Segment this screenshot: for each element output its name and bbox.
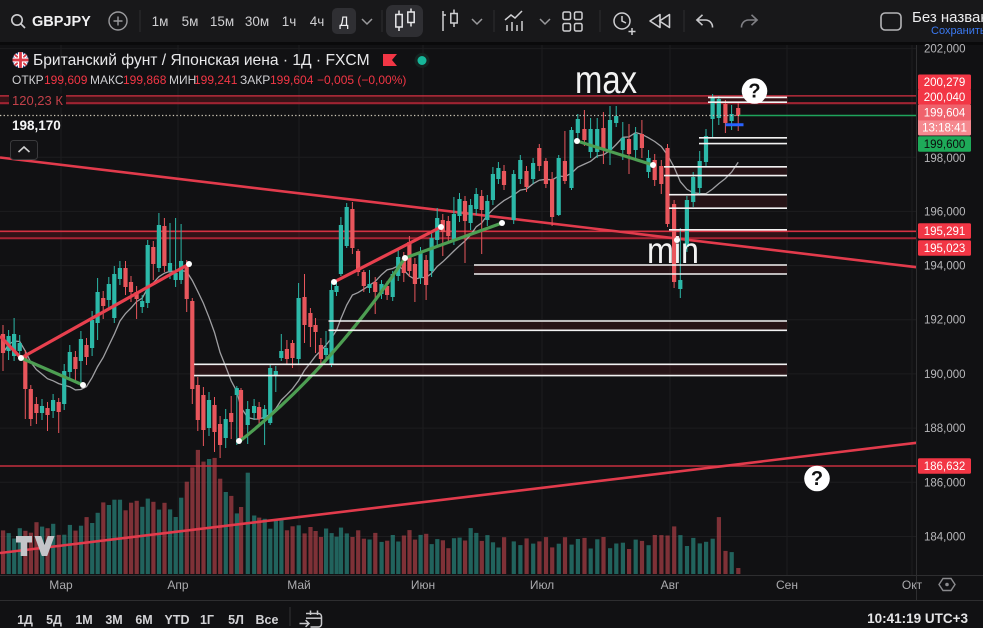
svg-text:МАКС: МАКС: [90, 73, 124, 87]
svg-text:Все: Все: [256, 613, 279, 627]
svg-text:15м: 15м: [210, 14, 234, 29]
svg-text:Сен: Сен: [776, 578, 798, 592]
svg-text:min: min: [647, 230, 699, 271]
svg-text:196,000: 196,000: [924, 206, 966, 218]
svg-text:1Г: 1Г: [200, 613, 214, 627]
svg-text:5м: 5м: [182, 14, 199, 29]
svg-text:4ч: 4ч: [310, 14, 325, 29]
svg-text:Окт: Окт: [902, 578, 923, 592]
svg-text:200,040: 200,040: [924, 92, 966, 104]
svg-text:199,604: 199,604: [270, 73, 314, 87]
svg-text:120,23 К: 120,23 К: [12, 93, 63, 108]
svg-text:200,279: 200,279: [924, 77, 966, 89]
svg-text:1М: 1М: [75, 613, 92, 627]
svg-text:195,023: 195,023: [924, 243, 966, 255]
svg-text:GBPJPY: GBPJPY: [32, 14, 91, 30]
svg-text:ЗАКР: ЗАКР: [240, 73, 270, 87]
svg-text:Июн: Июн: [411, 578, 435, 592]
svg-text:−0,005 (−0,00%): −0,005 (−0,00%): [317, 73, 406, 87]
svg-text:Май: Май: [287, 578, 311, 592]
svg-text:30м: 30м: [245, 14, 269, 29]
svg-text:199,604: 199,604: [924, 108, 966, 120]
svg-text:13:18:41: 13:18:41: [922, 123, 967, 135]
svg-text:198,000: 198,000: [924, 153, 966, 165]
svg-text:Апр: Апр: [167, 578, 189, 592]
svg-text:5Л: 5Л: [228, 613, 244, 627]
svg-text:1Д: 1Д: [17, 613, 33, 627]
svg-text:Июл: Июл: [530, 578, 554, 592]
svg-text:198,170: 198,170: [12, 118, 61, 133]
svg-text:199,868: 199,868: [123, 73, 167, 87]
svg-text:Без названия: Без названия: [912, 9, 983, 26]
svg-text:186,000: 186,000: [924, 477, 966, 489]
svg-text:Сохранить: Сохранить: [931, 25, 983, 37]
svg-text:6М: 6М: [135, 613, 152, 627]
svg-text:202,000: 202,000: [924, 44, 966, 56]
svg-text:188,000: 188,000: [924, 423, 966, 435]
svg-text:199,600: 199,600: [924, 139, 966, 151]
svg-text:184,000: 184,000: [924, 532, 966, 544]
svg-text:Мар: Мар: [49, 578, 73, 592]
svg-text:5Д: 5Д: [46, 613, 62, 627]
svg-text:192,000: 192,000: [924, 315, 966, 327]
svg-text:Авг: Авг: [661, 578, 680, 592]
svg-text:10:41:19 UTC+3: 10:41:19 UTC+3: [867, 611, 968, 626]
svg-text:1ч: 1ч: [282, 14, 297, 29]
svg-text:Британский фунт / Японская иен: Британский фунт / Японская иена · 1Д · F…: [33, 52, 370, 69]
svg-text:199,241: 199,241: [194, 73, 238, 87]
svg-text:Д: Д: [339, 14, 348, 29]
svg-text:194,000: 194,000: [924, 261, 966, 273]
svg-text:?: ?: [811, 468, 823, 490]
svg-text:1м: 1м: [152, 14, 169, 29]
svg-text:?: ?: [748, 81, 760, 103]
svg-text:max: max: [575, 59, 637, 102]
svg-text:ОТКР: ОТКР: [12, 73, 44, 87]
svg-text:186,632: 186,632: [924, 461, 966, 473]
svg-text:YTD: YTD: [165, 613, 190, 627]
svg-text:МИН: МИН: [169, 73, 196, 87]
svg-text:195,291: 195,291: [924, 226, 966, 238]
svg-text:3М: 3М: [105, 613, 122, 627]
svg-text:199,609: 199,609: [44, 73, 88, 87]
svg-text:190,000: 190,000: [924, 369, 966, 381]
